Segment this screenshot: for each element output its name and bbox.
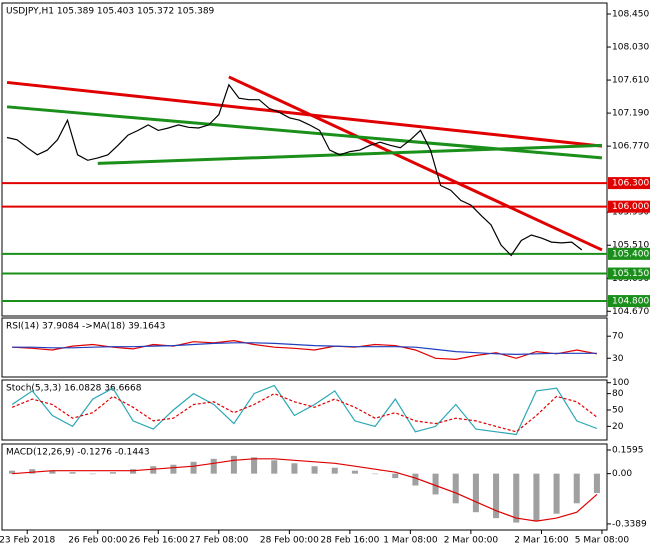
level-label-box (608, 267, 650, 280)
histogram-bar (150, 466, 157, 474)
level-label: 104.800 (612, 297, 649, 307)
histogram-bar (533, 473, 540, 522)
y-tick-label: 20 (612, 422, 624, 432)
histogram-bar (513, 473, 520, 523)
y-tick-label: -0.3389 (612, 519, 647, 529)
x-tick-label: 5 Mar 08:00 (575, 536, 630, 546)
histogram-bar (251, 457, 258, 474)
histogram-bar (109, 472, 116, 474)
series-line (6, 83, 583, 257)
y-tick-label: 107.190 (612, 109, 649, 119)
y-tick-label: 0.00 (612, 469, 632, 479)
level-label: 106.300 (612, 179, 649, 189)
panel-frame (1, 317, 608, 378)
histogram-bar (493, 473, 500, 519)
panel-title: Stoch(5,3,3) 16.0828 36.6668 (6, 384, 142, 394)
histogram-bar (29, 469, 36, 474)
y-tick-label: 104.670 (612, 307, 649, 317)
histogram-bar (331, 467, 338, 474)
x-tick-label: 26 Feb 16:00 (129, 536, 188, 546)
histogram-bar (573, 473, 580, 504)
level-label-box (608, 295, 650, 308)
histogram-bar (452, 473, 459, 504)
y-tick-label: 107.610 (612, 76, 649, 86)
y-tick-label: 0.1595 (612, 446, 644, 456)
y-tick-label: 100 (612, 378, 629, 388)
trendline (6, 80, 603, 148)
histogram-bar (210, 458, 217, 474)
histogram-bar (49, 470, 56, 474)
x-tick-label: 28 Feb 00:00 (260, 536, 319, 546)
histogram-bar (291, 463, 298, 474)
histogram-bar (593, 473, 600, 493)
histogram-bar (9, 470, 16, 474)
x-tick-label: 26 Feb 00:00 (68, 536, 127, 546)
trendline (97, 143, 603, 165)
level-label-box (608, 177, 650, 190)
panel-frame (1, 2, 608, 317)
level-label: 106.000 (612, 202, 649, 212)
panel-frame (1, 443, 608, 531)
x-tick-label: 1 Mar 08:00 (383, 536, 438, 546)
y-tick-label: 30 (612, 354, 624, 364)
histogram-bar (89, 473, 96, 475)
series-line (12, 339, 598, 361)
histogram-bar (472, 473, 479, 513)
histogram-bar (190, 461, 197, 474)
y-tick-label: 105.510 (612, 241, 649, 251)
y-tick-label: 50 (612, 406, 624, 416)
x-tick-label: 27 Feb 08:00 (189, 536, 248, 546)
panel-title: USDJPY,H1 105.389 105.403 105.372 105.38… (6, 7, 215, 17)
histogram-bar (432, 473, 439, 495)
y-tick-label: 108.450 (612, 10, 649, 20)
series-line (12, 342, 597, 356)
x-tick-label: 28 Feb 16:00 (320, 536, 379, 546)
y-tick-label: 108.030 (612, 43, 649, 53)
histogram-bar (553, 473, 560, 514)
y-tick-label: 106.770 (612, 142, 649, 152)
level-label: 105.400 (612, 249, 649, 259)
series-line (11, 392, 598, 433)
series-line (12, 458, 598, 522)
histogram-bar (271, 460, 278, 474)
y-tick-label: 105.930 (612, 208, 649, 218)
y-tick-label: 80 (612, 389, 624, 399)
histogram-bar (412, 473, 419, 486)
histogram-bar (392, 473, 399, 479)
series-line (11, 384, 598, 436)
histogram-bar (230, 455, 237, 474)
histogram-bar (130, 469, 137, 474)
panel-title: RSI(14) 37.9084 ->MA(18) 39.1643 (6, 322, 165, 332)
level-label-box (608, 247, 650, 260)
x-tick-label: 23 Feb 2018 (0, 536, 55, 546)
panel-title: MACD(12,26,9) -0.1276 -0.1443 (6, 448, 150, 458)
histogram-bar (170, 464, 177, 474)
x-tick-label: 2 Mar 00:00 (444, 536, 499, 546)
histogram-bar (351, 470, 358, 474)
level-label-box (608, 200, 650, 213)
histogram-bar (311, 466, 318, 474)
level-label: 105.150 (612, 269, 649, 279)
y-tick-label: 70 (612, 332, 624, 342)
x-tick-label: 2 Mar 16:00 (514, 536, 569, 546)
histogram-bar (372, 473, 379, 475)
trendline (228, 75, 603, 252)
histogram-bar (69, 472, 76, 474)
